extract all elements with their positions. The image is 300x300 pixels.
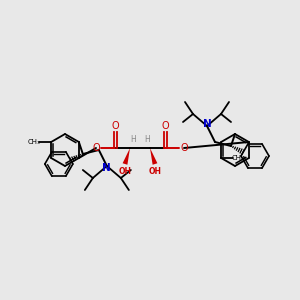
- Text: N: N: [202, 119, 211, 129]
- Text: O: O: [161, 121, 169, 131]
- Polygon shape: [123, 148, 130, 165]
- Text: CH₃: CH₃: [28, 139, 40, 145]
- Text: H: H: [130, 136, 136, 145]
- Text: OH: OH: [118, 167, 131, 176]
- Polygon shape: [150, 148, 158, 165]
- Text: N: N: [103, 163, 111, 173]
- Text: OH: OH: [148, 167, 161, 176]
- Text: O: O: [180, 143, 188, 153]
- Text: O: O: [111, 121, 119, 131]
- Text: CH₃: CH₃: [232, 155, 244, 161]
- Text: O: O: [92, 143, 100, 153]
- Text: H: H: [144, 136, 150, 145]
